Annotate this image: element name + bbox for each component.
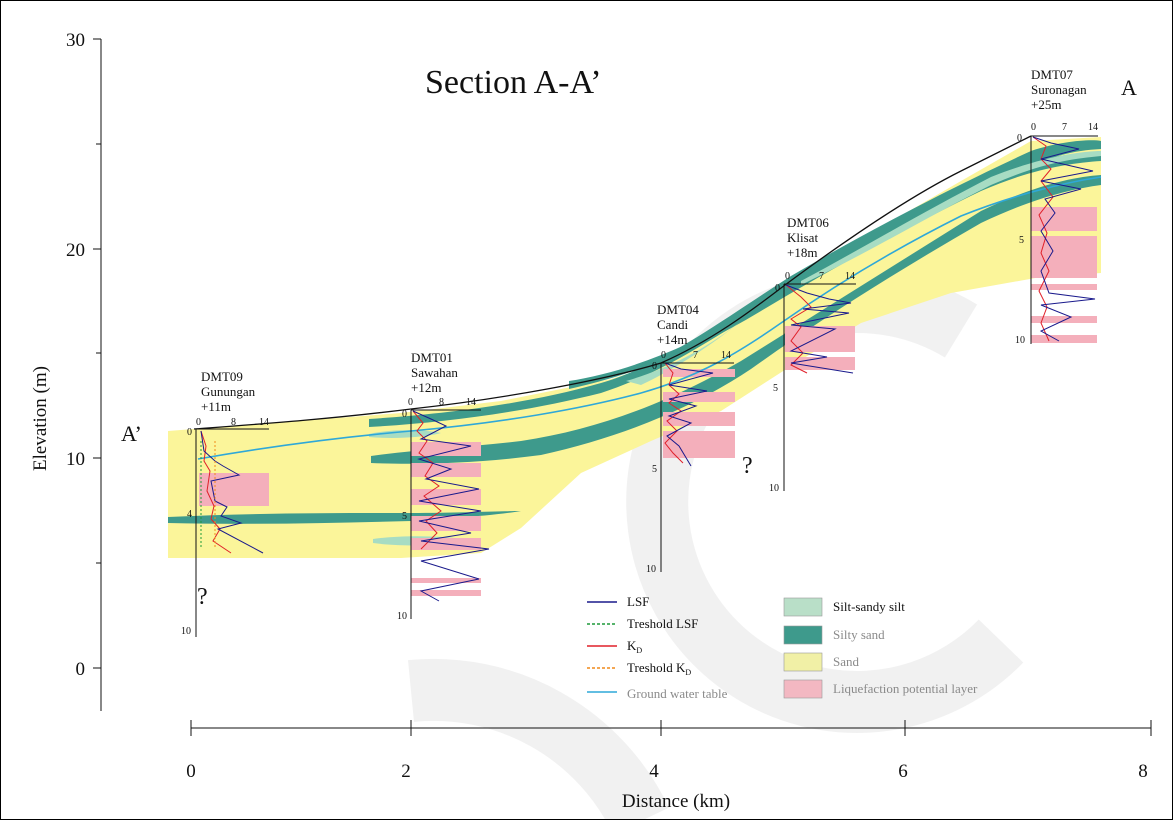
- bh-dmt01-depth-1: 5: [402, 511, 407, 522]
- legend-fills: Silt-sandy silt Silty sand Sand Liquefac…: [783, 597, 978, 699]
- bh-dmt04-id: DMT04: [657, 302, 699, 317]
- x-tick-8: 8: [1138, 761, 1148, 782]
- bh-dmt04-scale-0: 0: [661, 350, 666, 361]
- bh-dmt04-scale-2: 14: [721, 350, 731, 361]
- bh-dmt09-scale-0: 0: [196, 417, 201, 428]
- bh-dmt06-scale-1: 7: [819, 271, 824, 282]
- bh-dmt04-depth-0: 0: [652, 361, 657, 372]
- legend-liquefaction-label: Liquefaction potential layer: [833, 681, 978, 696]
- bh-dmt07-depth-1: 5: [1019, 235, 1024, 246]
- bh-dmt06-id: DMT06: [787, 215, 829, 230]
- text-layer: Section A-A’ A A’ Elevation (m) 0 10 20 …: [30, 30, 1148, 812]
- legend-lines: LSF Treshold LSF KD Treshold KD Ground w…: [587, 594, 728, 701]
- bh-dmt07-depth-0: 0: [1017, 133, 1022, 144]
- bh-dmt04-depth-2: 10: [646, 564, 656, 575]
- bh-dmt01-depth-2: 10: [397, 611, 407, 622]
- bh-dmt07-scale-0: 0: [1031, 122, 1036, 133]
- bh-dmt09-elev: +11m: [201, 399, 231, 414]
- bh-dmt07-elev: +25m: [1031, 97, 1061, 112]
- bh-dmt09-scale-2: 14: [259, 417, 269, 428]
- borehole-logs: [200, 136, 1096, 602]
- bh-dmt01-scale-0: 0: [408, 397, 413, 408]
- bh-dmt09-scale-1: 8: [231, 417, 236, 428]
- bh-dmt01-depth-0: 0: [402, 409, 407, 420]
- bh-dmt07-id: DMT07: [1031, 67, 1073, 82]
- x-tick-6: 6: [898, 761, 908, 782]
- y-axis: [93, 38, 102, 711]
- legend-kd-label: KD: [627, 638, 642, 655]
- x-axis-label: Distance (km): [622, 791, 730, 812]
- bh-dmt01-name: Sawahan: [411, 365, 458, 380]
- ground-water-table-line: [197, 176, 1102, 460]
- legend-silt-label: Silt-sandy silt: [833, 599, 905, 614]
- bh-dmt06-depth-2: 10: [769, 483, 779, 494]
- bh-dmt06-depth-1: 5: [773, 383, 778, 394]
- section-title: Section A-A’: [425, 64, 602, 101]
- end-label-left: A’: [121, 421, 142, 446]
- bh-dmt01-id: DMT01: [411, 350, 453, 365]
- y-tick-20: 20: [66, 240, 85, 261]
- bh-dmt07-depth-2: 10: [1015, 335, 1025, 346]
- bh-dmt09-depth-2: 10: [181, 626, 191, 637]
- x-tick-4: 4: [649, 761, 659, 782]
- x-axis: [190, 720, 1152, 736]
- bh-dmt09-depth-1: 4: [187, 509, 192, 520]
- question-mark-right: ?: [742, 453, 753, 479]
- borehole-frames: [195, 135, 1098, 637]
- bh-dmt04-depth-1: 5: [652, 464, 657, 475]
- question-mark-left: ?: [197, 584, 208, 610]
- legend-gwt-label: Ground water table: [627, 686, 728, 701]
- bh-dmt09-id: DMT09: [201, 369, 243, 384]
- bh-dmt09-depth-0: 0: [187, 427, 192, 438]
- bh-dmt06-depth-0: 0: [775, 283, 780, 294]
- bh-dmt07-scale-2: 14: [1088, 122, 1098, 133]
- bh-dmt01-elev: +12m: [411, 380, 441, 395]
- x-tick-0: 0: [186, 761, 196, 782]
- ground-surface-line: [193, 135, 1032, 430]
- legend-sand-label: Sand: [833, 654, 860, 669]
- end-label-right: A: [1121, 75, 1137, 100]
- bh-dmt04-scale-1: 7: [693, 350, 698, 361]
- y-tick-10: 10: [66, 449, 85, 470]
- bh-dmt04-name: Candi: [657, 317, 688, 332]
- y-axis-label: Elevation (m): [30, 366, 51, 471]
- bh-dmt06-name: Klisat: [787, 230, 818, 245]
- bh-dmt09-name: Gunungan: [201, 384, 256, 399]
- y-tick-30: 30: [66, 30, 85, 51]
- legend-treshold-kd-label: Treshold KD: [627, 660, 691, 677]
- y-tick-0: 0: [76, 659, 86, 680]
- silty-sand-layers: [168, 140, 1101, 524]
- liquefaction-bars: [199, 207, 1097, 596]
- legend-silty-sand-label: Silty sand: [833, 627, 885, 642]
- bh-dmt04-elev: +14m: [657, 332, 687, 347]
- bh-dmt07-name: Suronagan: [1031, 82, 1087, 97]
- bh-dmt01-scale-1: 8: [439, 397, 444, 408]
- legend-treshold-lsf-label: Treshold LSF: [627, 616, 698, 631]
- bh-dmt07-scale-1: 7: [1062, 122, 1067, 133]
- bh-dmt06-scale-2: 14: [845, 271, 855, 282]
- bh-dmt01-scale-2: 14: [466, 397, 476, 408]
- x-tick-2: 2: [401, 761, 411, 782]
- bh-dmt06-scale-0: 0: [785, 271, 790, 282]
- legend-lsf-label: LSF: [627, 594, 649, 609]
- bh-dmt06-elev: +18m: [787, 245, 817, 260]
